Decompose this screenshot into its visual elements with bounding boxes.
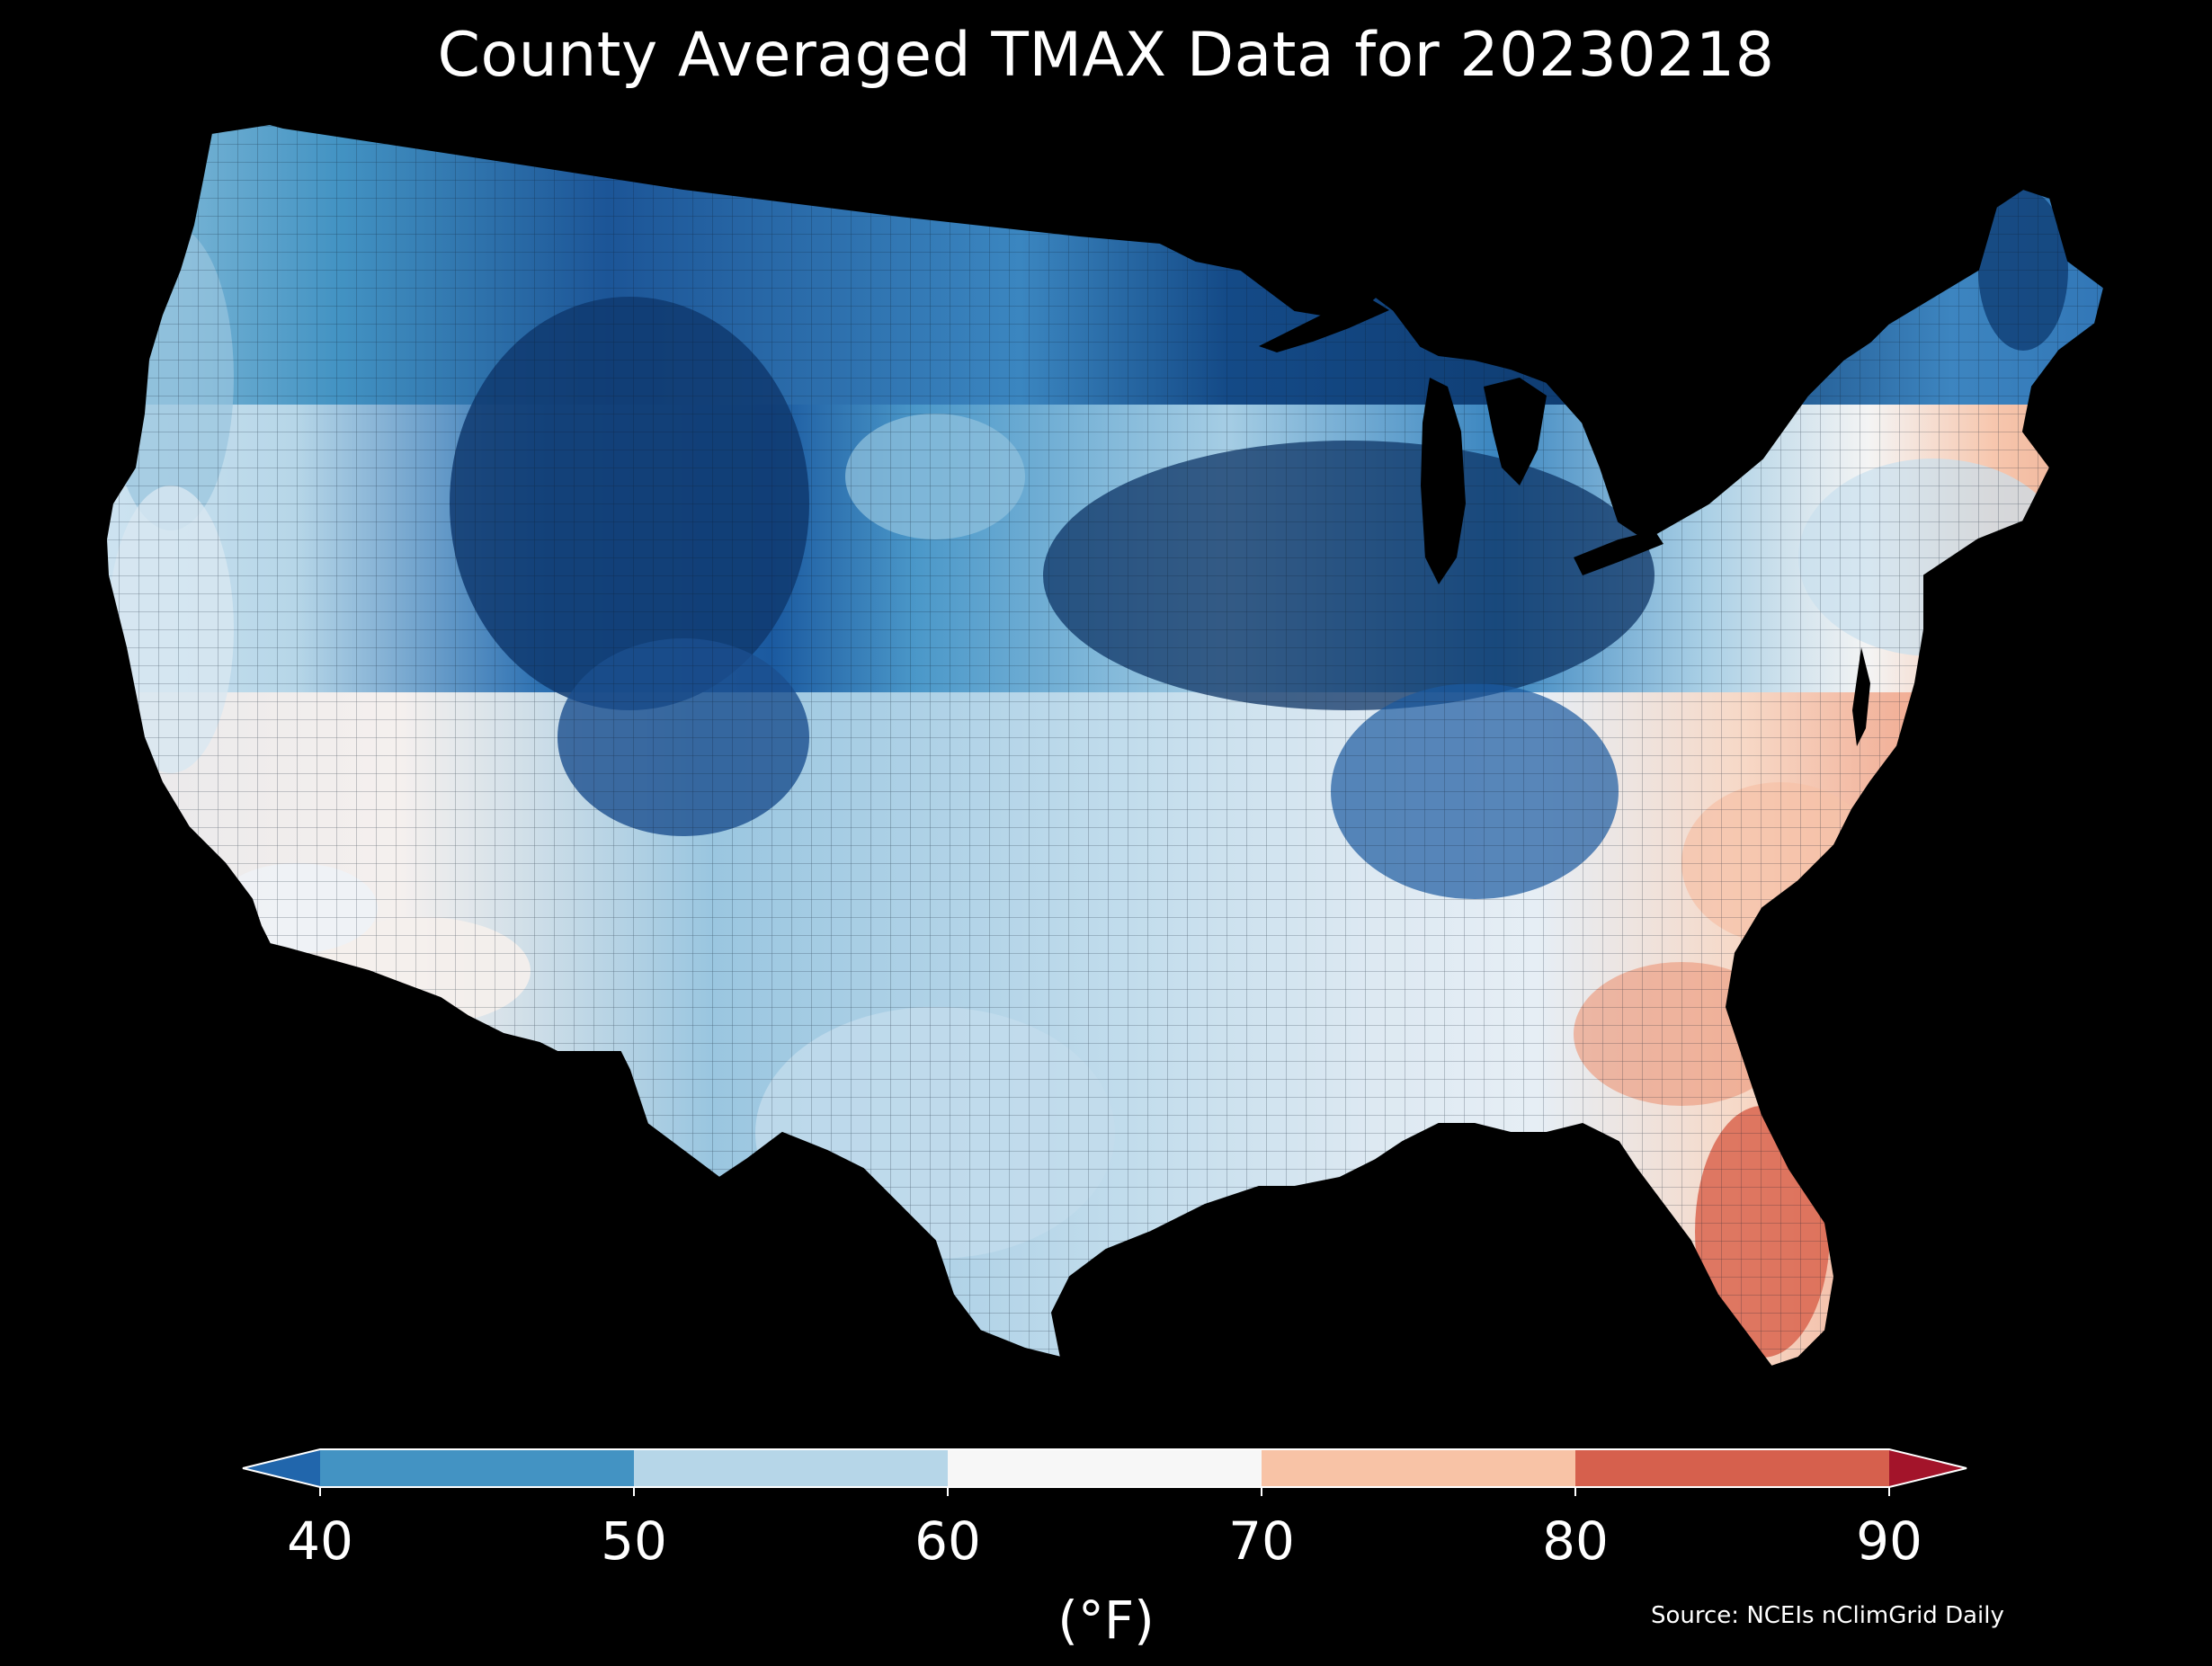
- chesapeake-bay: [1852, 647, 1870, 746]
- lake-erie: [1574, 530, 1663, 575]
- colorbar-extend-low: [243, 1449, 320, 1487]
- tick-60: 60: [914, 1510, 981, 1572]
- colorbar-label: (°F): [1057, 1590, 1155, 1651]
- colorbar-bin-60-70: [948, 1449, 1262, 1487]
- colorbar-bin-80-90: [1575, 1449, 1890, 1487]
- tick-50: 50: [601, 1510, 667, 1572]
- lake-superior: [1259, 297, 1389, 352]
- colorbar-extend-high: [1889, 1449, 1967, 1487]
- tick-40: 40: [287, 1510, 353, 1572]
- lake-huron: [1484, 378, 1547, 486]
- tick-80: 80: [1542, 1510, 1609, 1572]
- tick-90: 90: [1856, 1510, 1922, 1572]
- map-title: County Averaged TMAX Data for 20230218: [437, 20, 1775, 91]
- colorbar-bin-40-50: [320, 1449, 635, 1487]
- colorbar-bin-50-60: [634, 1449, 949, 1487]
- source-note: Source: NCEIs nClimGrid Daily: [1651, 1602, 2004, 1629]
- colorbar-bin-70-80: [1262, 1449, 1576, 1487]
- lake-michigan: [1421, 378, 1466, 584]
- tick-70: 70: [1228, 1510, 1295, 1572]
